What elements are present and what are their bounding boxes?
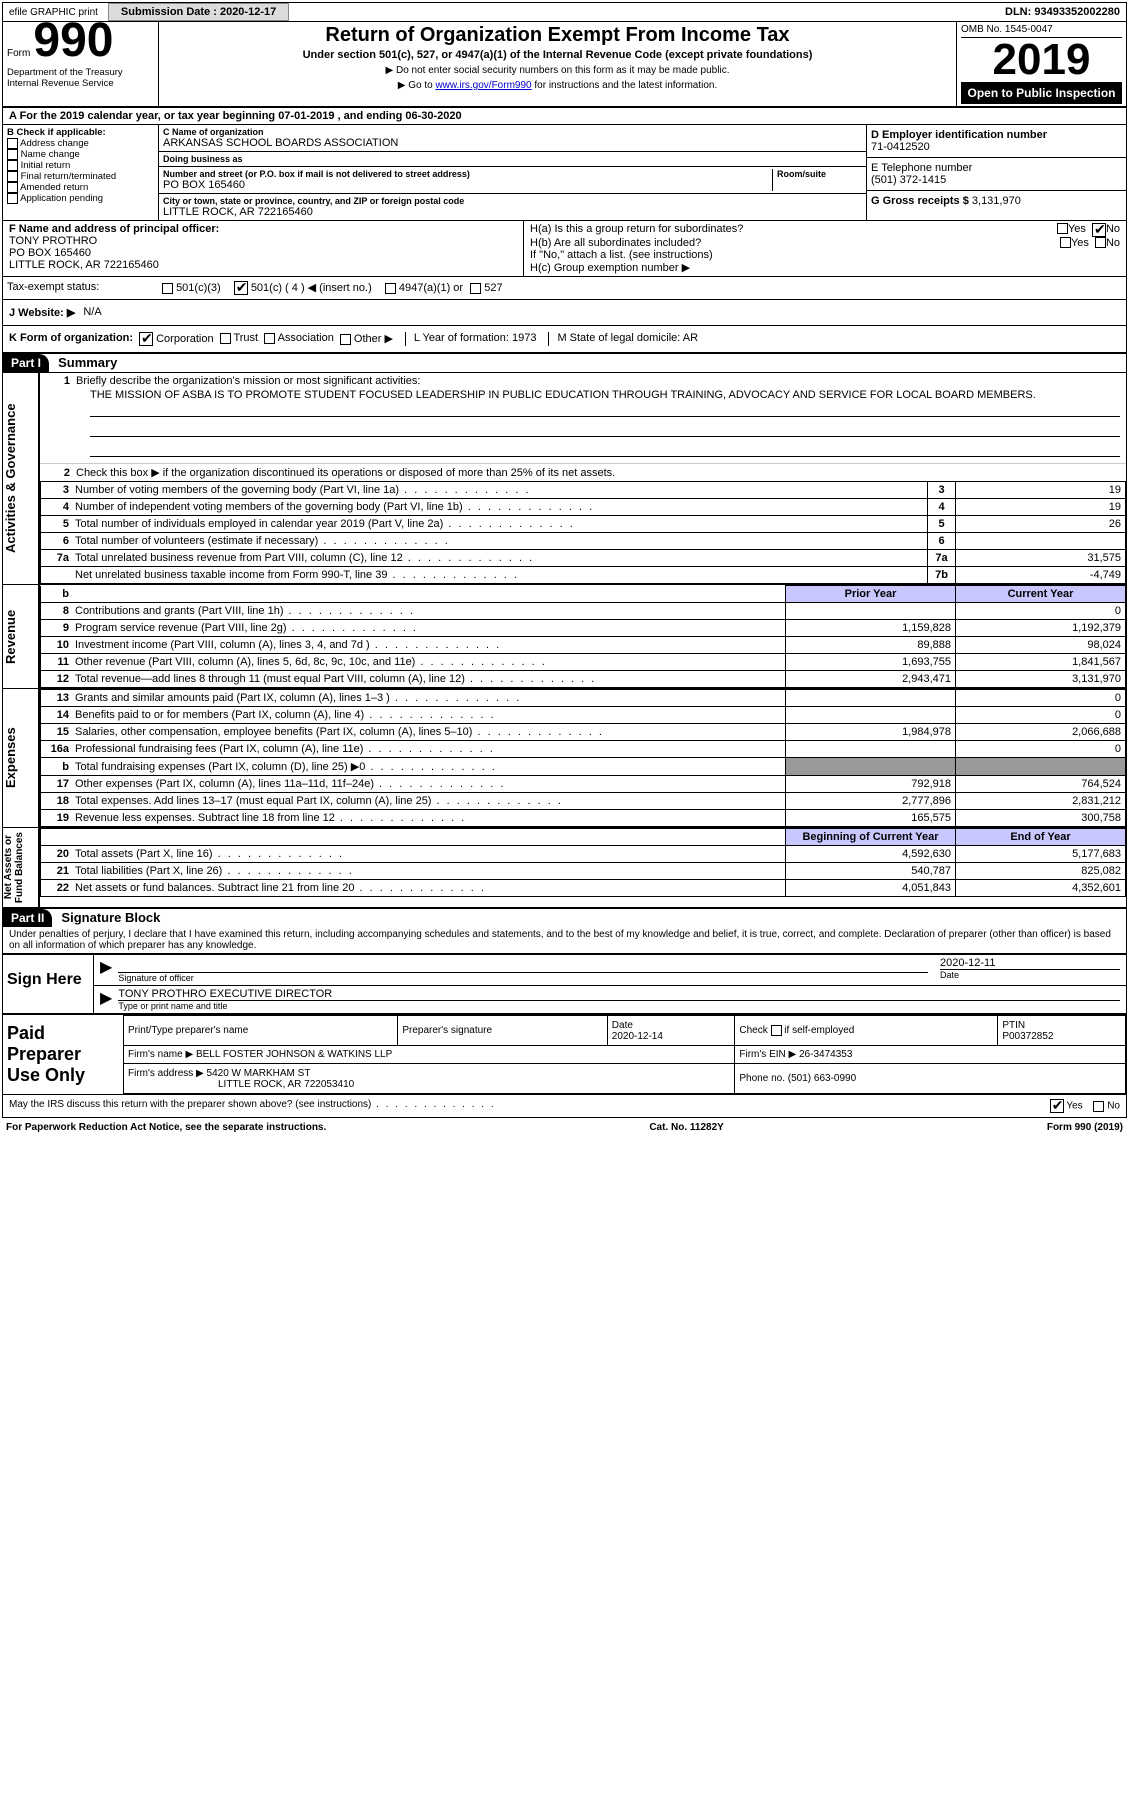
box-g-receipts: G Gross receipts $ 3,131,970 bbox=[867, 191, 1126, 211]
discuss-yes[interactable] bbox=[1050, 1099, 1064, 1113]
hb-yes[interactable] bbox=[1060, 237, 1071, 248]
check-association[interactable] bbox=[264, 333, 275, 344]
ptin-value: P00372852 bbox=[1002, 1031, 1053, 1042]
firm-name: BELL FOSTER JOHNSON & WATKINS LLP bbox=[196, 1049, 392, 1060]
check-501c3[interactable] bbox=[162, 283, 173, 294]
gross-receipts-value: 3,131,970 bbox=[972, 195, 1021, 207]
firm-phone: (501) 663-0990 bbox=[788, 1073, 856, 1084]
mission-blank-line bbox=[90, 403, 1120, 417]
form-header: Form 990 Department of the Treasury Inte… bbox=[3, 22, 1126, 108]
page-footer: For Paperwork Reduction Act Notice, see … bbox=[0, 1120, 1129, 1135]
check-name-change[interactable] bbox=[7, 149, 18, 160]
form-subtitle: Under section 501(c), 527, or 4947(a)(1)… bbox=[163, 49, 952, 61]
dln-label: DLN: 93493352002280 bbox=[1005, 6, 1126, 18]
submission-date-button[interactable]: Submission Date : 2020-12-17 bbox=[108, 3, 289, 21]
row-i-tax-exempt: Tax-exempt status: 501(c)(3) 501(c) ( 4 … bbox=[3, 276, 1126, 299]
open-to-public: Open to Public Inspection bbox=[961, 82, 1122, 104]
sign-here-block: Sign Here ▶ Signature of officer 2020-12… bbox=[3, 953, 1126, 1013]
sign-arrow-icon: ▶ bbox=[100, 957, 112, 983]
part-ii-header: Part II Signature Block bbox=[3, 907, 1126, 927]
declaration-text: Under penalties of perjury, I declare th… bbox=[3, 927, 1126, 953]
mission-blank-line bbox=[90, 423, 1120, 437]
ha-yes[interactable] bbox=[1057, 223, 1068, 234]
row-j-website: J Website: ▶ N/A bbox=[3, 299, 1126, 325]
state-domicile: M State of legal domicile: AR bbox=[548, 332, 698, 346]
check-4947[interactable] bbox=[385, 283, 396, 294]
part-i-header: Part I Summary bbox=[3, 352, 1126, 372]
net-assets-table: Beginning of Current YearEnd of Year 20T… bbox=[40, 828, 1126, 897]
section-b-c-d: B Check if applicable: Address change Na… bbox=[3, 125, 1126, 220]
box-f-officer: F Name and address of principal officer:… bbox=[3, 221, 523, 276]
row-f-h: F Name and address of principal officer:… bbox=[3, 220, 1126, 276]
paid-preparer-block: Paid Preparer Use Only Print/Type prepar… bbox=[3, 1013, 1126, 1094]
website-value: N/A bbox=[83, 306, 101, 319]
vlabel-netassets: Net Assets orFund Balances bbox=[3, 828, 39, 907]
preparer-table: Print/Type preparer's name Preparer's si… bbox=[123, 1015, 1126, 1094]
net-assets-section: Net Assets orFund Balances Beginning of … bbox=[3, 827, 1126, 907]
check-application-pending[interactable] bbox=[7, 193, 18, 204]
form-number: 990 bbox=[33, 14, 113, 67]
check-initial-return[interactable] bbox=[7, 160, 18, 171]
hb-no[interactable] bbox=[1095, 237, 1106, 248]
irs-discuss-row: May the IRS discuss this return with the… bbox=[3, 1094, 1126, 1117]
check-amended[interactable] bbox=[7, 182, 18, 193]
top-bar: efile GRAPHIC print Submission Date : 20… bbox=[3, 3, 1126, 22]
ha-no[interactable] bbox=[1092, 223, 1106, 237]
form-word: Form bbox=[7, 48, 30, 59]
form-title: Return of Organization Exempt From Incom… bbox=[163, 24, 952, 47]
dept-label: Department of the Treasury Internal Reve… bbox=[7, 67, 154, 89]
officer-signature-name: TONY PROTHRO EXECUTIVE DIRECTOR bbox=[118, 988, 1120, 1001]
phone-value: (501) 372-1415 bbox=[871, 174, 1122, 186]
box-c-address: Number and street (or P.O. box if mail i… bbox=[159, 167, 866, 194]
box-c-dba: Doing business as bbox=[159, 152, 866, 167]
org-name: ARKANSAS SCHOOL BOARDS ASSOCIATION bbox=[163, 137, 862, 149]
check-527[interactable] bbox=[470, 283, 481, 294]
ein-value: 71-0412520 bbox=[871, 141, 1122, 153]
sign-date: 2020-12-11 bbox=[940, 957, 1120, 970]
mission-text: THE MISSION OF ASBA IS TO PROMOTE STUDEN… bbox=[40, 389, 1126, 401]
firm-ein: 26-3474353 bbox=[799, 1049, 852, 1060]
form-page: efile GRAPHIC print Submission Date : 20… bbox=[2, 2, 1127, 1118]
check-trust[interactable] bbox=[220, 333, 231, 344]
row-k-org: K Form of organization: Corporation Trus… bbox=[3, 325, 1126, 352]
check-other[interactable] bbox=[340, 334, 351, 345]
instructions-link[interactable]: www.irs.gov/Form990 bbox=[435, 80, 531, 91]
discuss-no[interactable] bbox=[1093, 1101, 1104, 1112]
activities-section: Activities & Governance 1Briefly describ… bbox=[3, 372, 1126, 584]
note-instructions: ▶ Go to www.irs.gov/Form990 for instruct… bbox=[163, 80, 952, 91]
org-city: LITTLE ROCK, AR 722165460 bbox=[163, 206, 862, 218]
sign-arrow-icon: ▶ bbox=[100, 988, 112, 1011]
vlabel-revenue: Revenue bbox=[3, 585, 39, 688]
expenses-table: 13Grants and similar amounts paid (Part … bbox=[40, 689, 1126, 827]
activities-table: 3Number of voting members of the governi… bbox=[40, 481, 1126, 584]
box-c-name: C Name of organization ARKANSAS SCHOOL B… bbox=[159, 125, 866, 152]
org-address: PO BOX 165460 bbox=[163, 179, 772, 191]
row-a-period: A For the 2019 calendar year, or tax yea… bbox=[3, 108, 1126, 125]
box-h: H(a) Is this a group return for subordin… bbox=[523, 221, 1126, 276]
box-d-ein: D Employer identification number 71-0412… bbox=[867, 125, 1126, 158]
check-address-change[interactable] bbox=[7, 138, 18, 149]
year-formation: L Year of formation: 1973 bbox=[405, 332, 537, 346]
check-final-return[interactable] bbox=[7, 171, 18, 182]
box-b: B Check if applicable: Address change Na… bbox=[3, 125, 158, 220]
expenses-section: Expenses 13Grants and similar amounts pa… bbox=[3, 688, 1126, 827]
revenue-section: Revenue bPrior YearCurrent Year 8Contrib… bbox=[3, 584, 1126, 688]
vlabel-activities: Activities & Governance bbox=[3, 373, 39, 584]
box-c-city: City or town, state or province, country… bbox=[159, 194, 866, 220]
note-ssn: ▶ Do not enter social security numbers o… bbox=[163, 65, 952, 76]
officer-name: TONY PROTHRO bbox=[9, 235, 517, 247]
tax-year: 2019 bbox=[961, 38, 1122, 82]
vlabel-expenses: Expenses bbox=[3, 689, 39, 827]
check-self-employed[interactable] bbox=[771, 1025, 782, 1036]
mission-blank-line bbox=[90, 443, 1120, 457]
box-e-phone: E Telephone number (501) 372-1415 bbox=[867, 158, 1126, 191]
check-501c[interactable] bbox=[234, 281, 248, 295]
revenue-table: bPrior YearCurrent Year 8Contributions a… bbox=[40, 585, 1126, 688]
check-corporation[interactable] bbox=[139, 332, 153, 346]
